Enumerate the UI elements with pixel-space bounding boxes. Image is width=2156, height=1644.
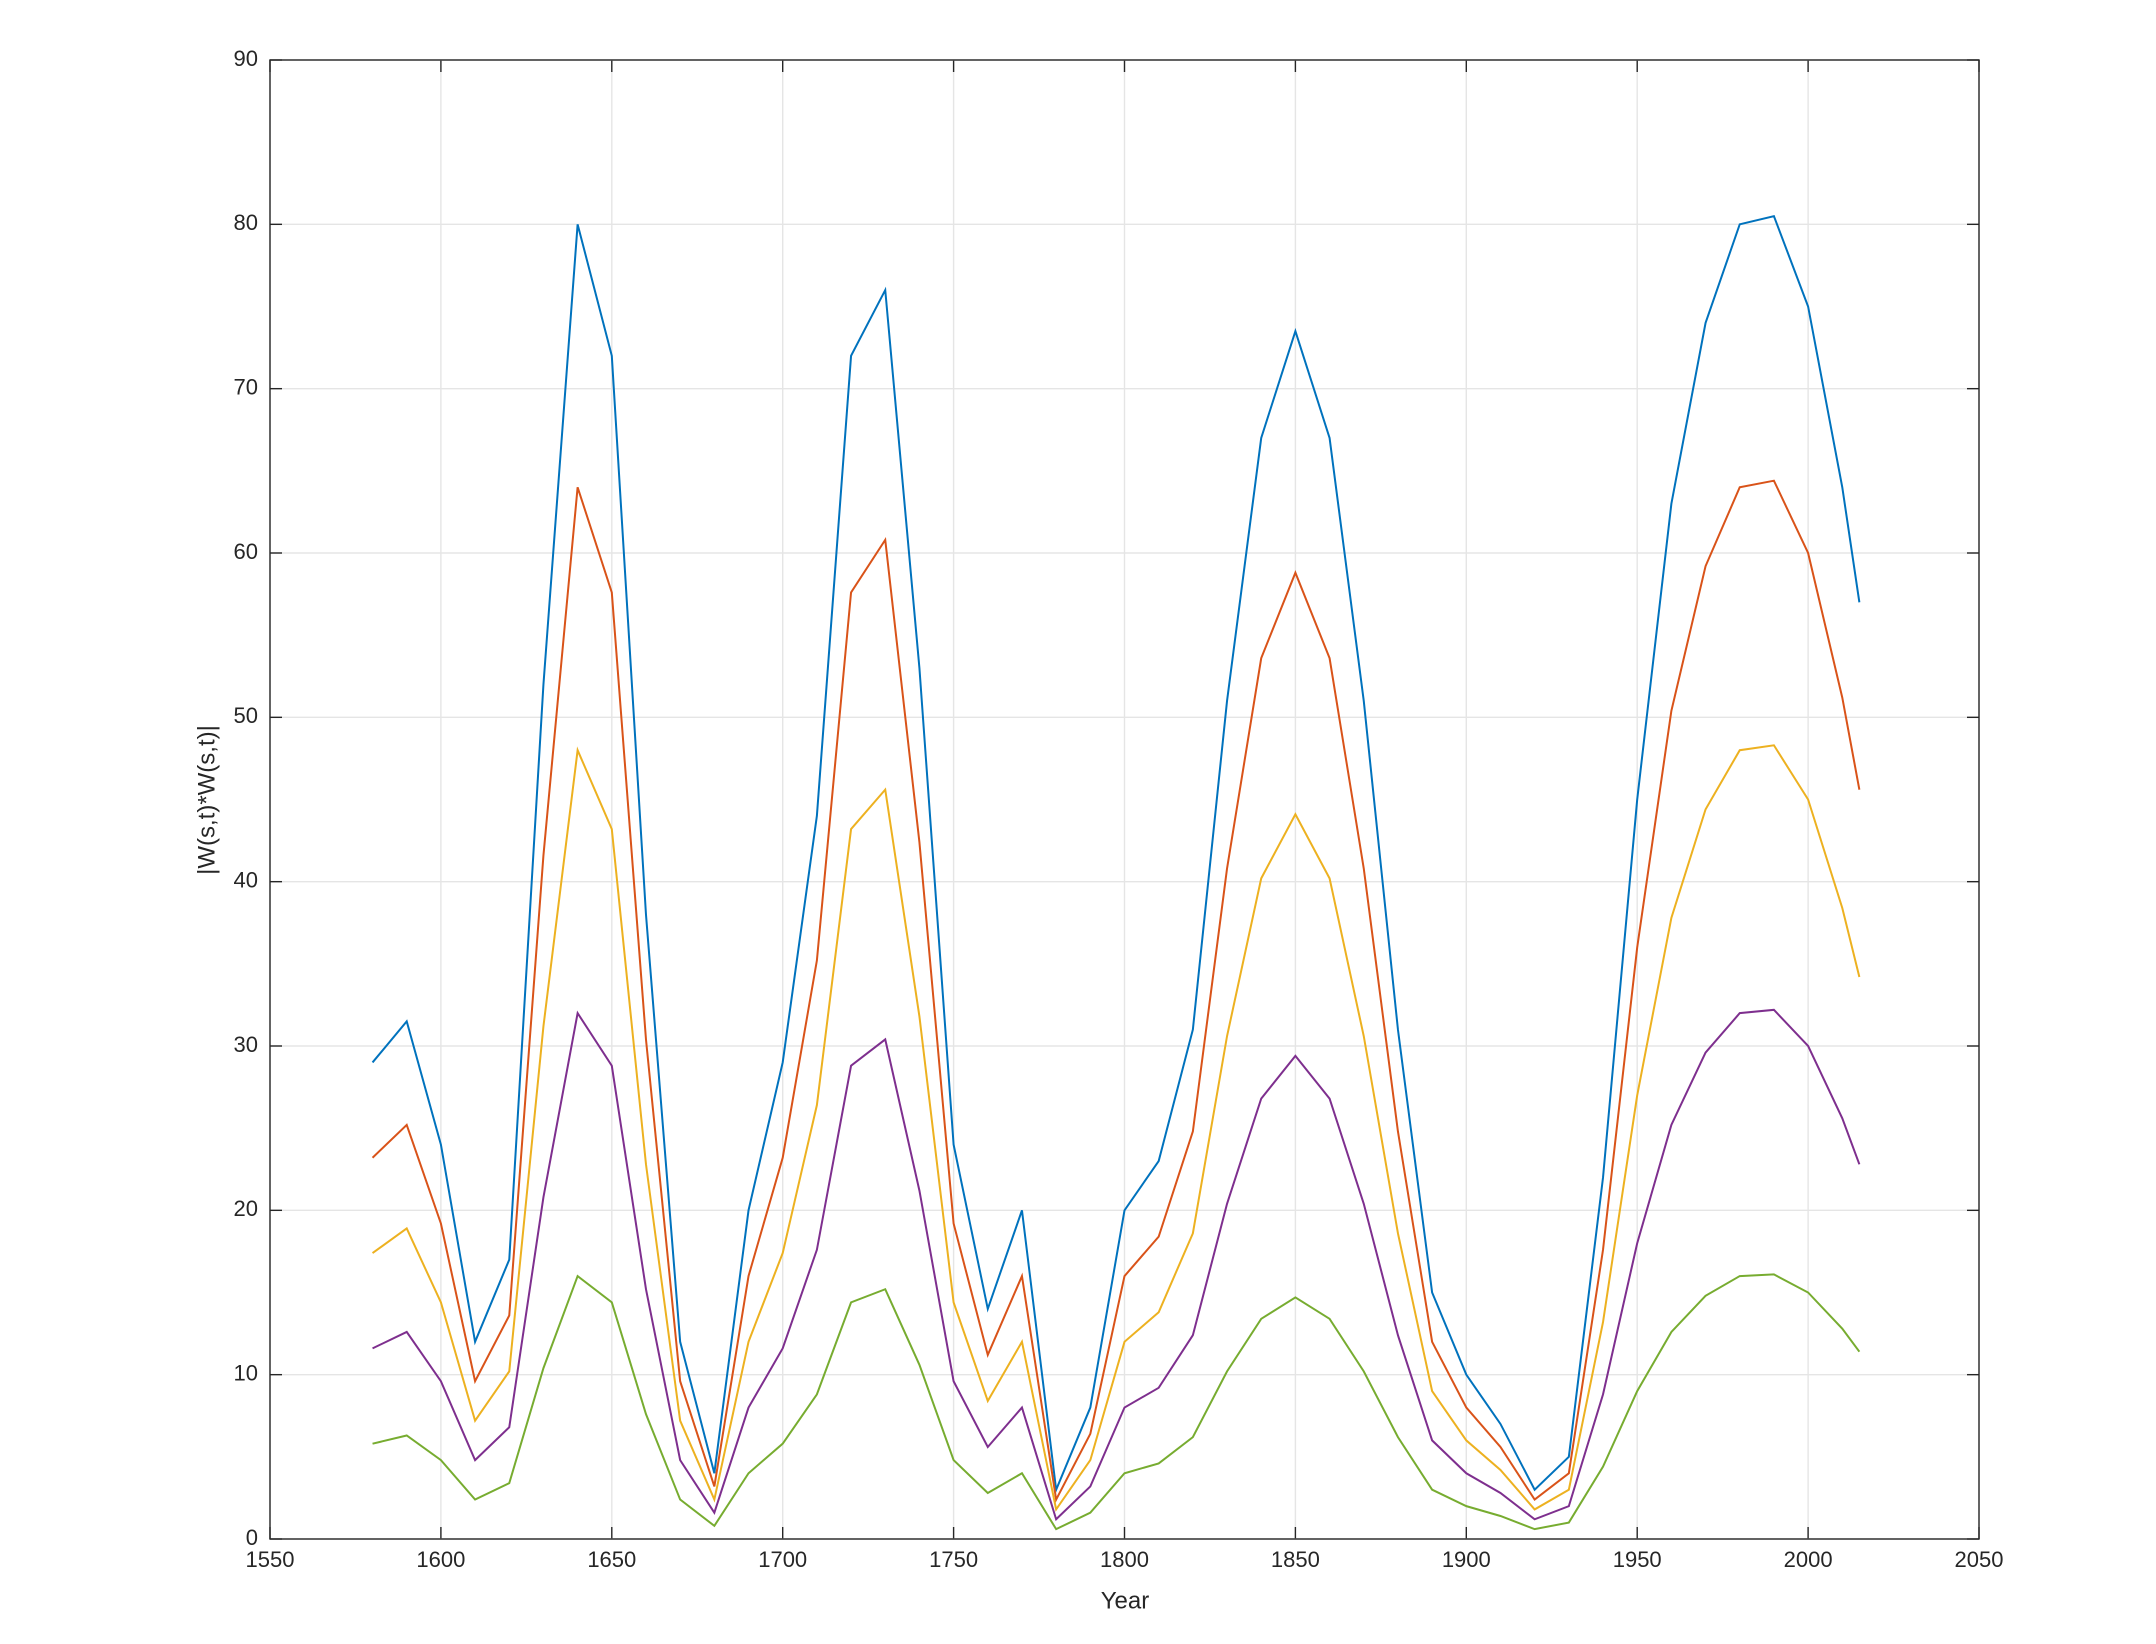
x-tick-label: 1750 bbox=[929, 1547, 978, 1572]
y-tick-label: 80 bbox=[234, 210, 258, 235]
series-line bbox=[372, 1273, 1861, 1531]
series-line bbox=[371, 479, 1861, 1503]
y-tick-label: 20 bbox=[234, 1196, 258, 1221]
series-line bbox=[372, 1008, 1861, 1522]
x-tick-label: 1850 bbox=[1271, 1547, 1320, 1572]
y-tick-label: 0 bbox=[246, 1525, 258, 1550]
x-tick-label: 1650 bbox=[587, 1547, 636, 1572]
x-tick-label: 1800 bbox=[1100, 1547, 1149, 1572]
x-tick-label: 1900 bbox=[1442, 1547, 1491, 1572]
y-tick-label: 70 bbox=[234, 374, 258, 399]
x-tick-label: 2050 bbox=[1955, 1547, 2004, 1572]
series-line bbox=[371, 744, 1861, 1512]
y-tick-label: 50 bbox=[234, 703, 258, 728]
series-line bbox=[371, 214, 1861, 1494]
x-tick-label: 1700 bbox=[758, 1547, 807, 1572]
y-tick-label: 90 bbox=[234, 46, 258, 71]
x-axis-label: Year bbox=[1101, 1587, 1150, 1614]
x-tick-label: 1550 bbox=[246, 1547, 295, 1572]
axes-box bbox=[269, 59, 1980, 1540]
y-tick-label: 10 bbox=[234, 1360, 258, 1385]
y-axis-label: |W(s,t)*W(s,t)| bbox=[193, 725, 220, 875]
x-tick-label: 1950 bbox=[1613, 1547, 1662, 1572]
x-tick-label: 1600 bbox=[416, 1547, 465, 1572]
x-tick-label: 2000 bbox=[1784, 1547, 1833, 1572]
y-tick-label: 30 bbox=[234, 1032, 258, 1057]
y-tick-label: 60 bbox=[234, 539, 258, 564]
y-tick-label: 40 bbox=[234, 867, 258, 892]
